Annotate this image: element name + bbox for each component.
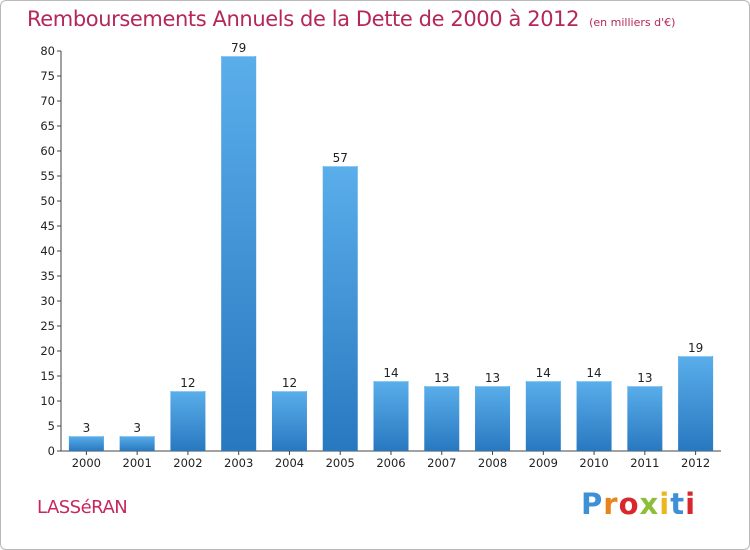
bar [119, 436, 155, 451]
bar [525, 381, 561, 451]
chart-subtitle: (en milliers d'€) [589, 16, 676, 29]
y-tick-label: 40 [40, 244, 55, 258]
x-tick-label: 2010 [579, 456, 608, 470]
x-axis: 2000 2001 2002 2003 2004 2005 2006 2007 2008 2009… [61, 450, 721, 470]
x-tick-label: 2009 [529, 456, 558, 470]
logo-letter: i [659, 487, 671, 521]
y-tick-label: 0 [48, 444, 55, 458]
y-tick-label: 75 [40, 69, 55, 83]
y-tick-label: 65 [40, 119, 55, 133]
value-label: 3 [83, 421, 91, 435]
x-tick-label: 2001 [123, 456, 152, 470]
x-tick-label: 2000 [72, 456, 101, 470]
y-tick-label: 80 [40, 44, 55, 58]
logo-letter: P [581, 487, 604, 521]
bar [271, 391, 307, 451]
bar [424, 386, 460, 451]
y-tick-label: 5 [48, 419, 55, 433]
y-tick-label: 30 [40, 294, 55, 308]
value-label: 13 [637, 371, 652, 385]
value-label: 14 [383, 366, 398, 380]
x-tick-label: 2006 [376, 456, 405, 470]
proxiti-logo: Proxiti [581, 487, 696, 521]
bar [678, 356, 714, 451]
x-tick-label: 2008 [478, 456, 507, 470]
value-label: 79 [231, 41, 246, 55]
bar [68, 436, 104, 451]
bar [322, 166, 358, 451]
y-tick-label: 20 [40, 344, 55, 358]
logo-letter: i [685, 487, 697, 521]
chart-title-text: Remboursements Annuels de la Dette de 20… [27, 7, 580, 31]
bar [221, 56, 257, 451]
y-tick-label: 10 [40, 394, 55, 408]
chart-title: Remboursements Annuels de la Dette de 20… [27, 7, 675, 31]
y-tick-label: 25 [40, 319, 55, 333]
y-tick-label: 35 [40, 269, 55, 283]
bar [576, 381, 612, 451]
value-label: 13 [485, 371, 500, 385]
x-tick-label: 2012 [681, 456, 710, 470]
bar [475, 386, 511, 451]
x-tick-label: 2004 [275, 456, 304, 470]
logo-letter: t [670, 487, 686, 521]
value-label: 12 [180, 376, 195, 390]
bar-series [68, 56, 714, 451]
y-tick-label: 50 [40, 194, 55, 208]
y-tick-label: 15 [40, 369, 55, 383]
x-tick-label: 2011 [630, 456, 659, 470]
value-label: 57 [333, 151, 348, 165]
value-label: 13 [434, 371, 449, 385]
y-tick-label: 55 [40, 169, 55, 183]
x-tick-label: 2005 [326, 456, 355, 470]
y-tick-label: 60 [40, 144, 55, 158]
value-label: 3 [133, 421, 141, 435]
logo-letter: o [618, 487, 640, 521]
y-tick-label: 45 [40, 219, 55, 233]
commune-name: LASSéRAN [37, 497, 128, 518]
value-label: 14 [536, 366, 551, 380]
x-tick-label: 2003 [224, 456, 253, 470]
value-label: 14 [586, 366, 601, 380]
bar [170, 391, 206, 451]
value-labels: 3 3 12 79 12 57 14 13 13 14 14 13 19 [83, 41, 704, 435]
x-tick-label: 2007 [427, 456, 456, 470]
logo-letter: r [603, 487, 619, 521]
value-label: 12 [282, 376, 297, 390]
x-tick-label: 2002 [173, 456, 202, 470]
y-tick-label: 70 [40, 94, 55, 108]
bar [373, 381, 409, 451]
y-axis: 0 5 10 15 20 25 30 35 40 45 50 55 60 65 70 75 80 [40, 44, 62, 458]
bar [627, 386, 663, 451]
logo-letter: x [639, 487, 660, 521]
value-label: 19 [688, 341, 703, 355]
